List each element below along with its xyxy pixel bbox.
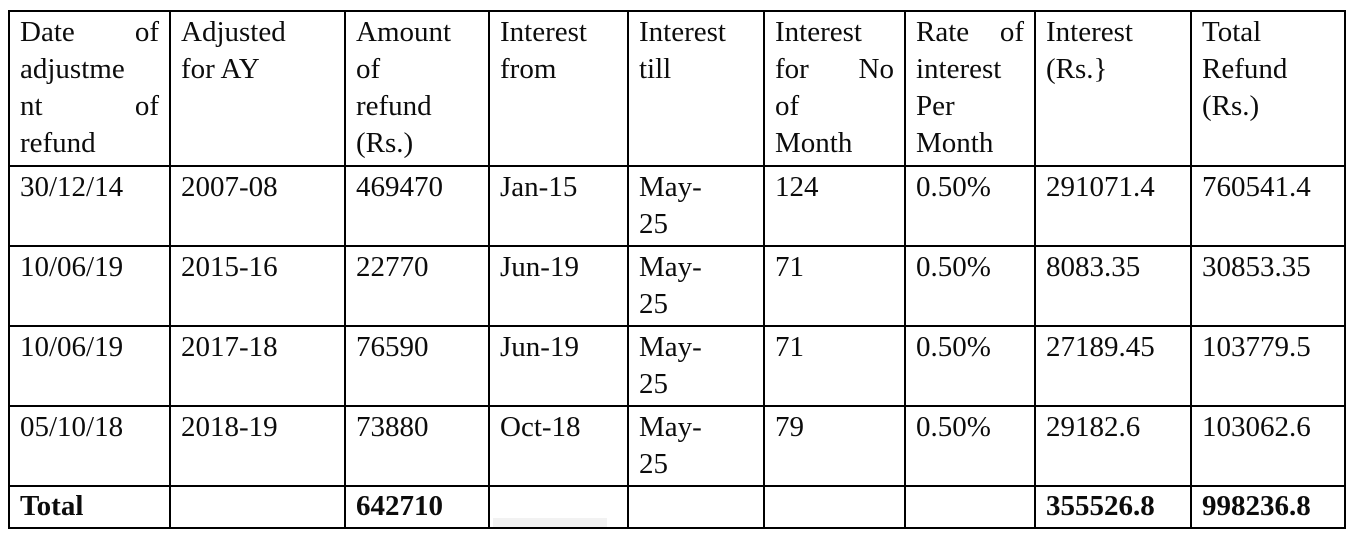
cell-interest-from: Jan-15 [488, 165, 629, 247]
total-refund: 998236.8 [1190, 485, 1346, 529]
scan-artifact-smudge [493, 518, 607, 527]
cell-date: 10/06/19 [8, 245, 171, 327]
header-total-refund: Total Refund (Rs.) [1190, 10, 1346, 167]
header-interest-rs: Interest (Rs.} [1034, 10, 1192, 167]
cell-interest-till: May- 25 [627, 325, 765, 407]
table-row: 10/06/19 2015-16 22770 Jun-19 May- 25 71… [8, 245, 1346, 327]
cell-interest-till: May- 25 [627, 165, 765, 247]
total-ay-empty [169, 485, 346, 529]
cell-date: 30/12/14 [8, 165, 171, 247]
refund-interest-table: Date of adjustme nt of refund Adjusted f… [8, 10, 1346, 529]
header-amount-of-refund: Amount of refund (Rs.) [344, 10, 490, 167]
cell-total-refund: 103779.5 [1190, 325, 1346, 407]
cell-rate: 0.50% [904, 245, 1036, 327]
cell-months: 124 [763, 165, 906, 247]
total-empty [763, 485, 906, 529]
header-interest-for-months: Interest for No of Month [763, 10, 906, 167]
cell-interest: 8083.35 [1034, 245, 1192, 327]
cell-date: 05/10/18 [8, 405, 171, 487]
header-interest-till: Interest till [627, 10, 765, 167]
table-header-row: Date of adjustme nt of refund Adjusted f… [8, 10, 1346, 167]
cell-ay: 2017-18 [169, 325, 346, 407]
cell-interest-till: May- 25 [627, 245, 765, 327]
cell-months: 71 [763, 325, 906, 407]
cell-rate: 0.50% [904, 325, 1036, 407]
header-rate-of-interest: Rate of interest Per Month [904, 10, 1036, 167]
cell-amount: 22770 [344, 245, 490, 327]
table-row: 10/06/19 2017-18 76590 Jun-19 May- 25 71… [8, 325, 1346, 407]
cell-months: 79 [763, 405, 906, 487]
cell-rate: 0.50% [904, 405, 1036, 487]
total-label: Total [8, 485, 171, 529]
total-empty [904, 485, 1036, 529]
cell-interest-till: May- 25 [627, 405, 765, 487]
cell-amount: 73880 [344, 405, 490, 487]
cell-ay: 2007-08 [169, 165, 346, 247]
cell-total-refund: 103062.6 [1190, 405, 1346, 487]
total-empty [627, 485, 765, 529]
cell-amount: 76590 [344, 325, 490, 407]
table-row: 30/12/14 2007-08 469470 Jan-15 May- 25 1… [8, 165, 1346, 247]
cell-ay: 2015-16 [169, 245, 346, 327]
header-date-of-adjustment: Date of adjustme nt of refund [8, 10, 171, 167]
cell-interest-from: Oct-18 [488, 405, 629, 487]
cell-ay: 2018-19 [169, 405, 346, 487]
cell-total-refund: 760541.4 [1190, 165, 1346, 247]
total-interest: 355526.8 [1034, 485, 1192, 529]
cell-interest-from: Jun-19 [488, 325, 629, 407]
cell-interest: 291071.4 [1034, 165, 1192, 247]
cell-total-refund: 30853.35 [1190, 245, 1346, 327]
cell-date: 10/06/19 [8, 325, 171, 407]
table-row: 05/10/18 2018-19 73880 Oct-18 May- 25 79… [8, 405, 1346, 487]
header-interest-from: Interest from [488, 10, 629, 167]
total-amount: 642710 [344, 485, 490, 529]
table-total-row: Total 642710 355526.8 998236.8 [8, 485, 1346, 529]
cell-interest: 27189.45 [1034, 325, 1192, 407]
header-adjusted-for-ay: Adjusted for AY [169, 10, 346, 167]
cell-months: 71 [763, 245, 906, 327]
cell-interest: 29182.6 [1034, 405, 1192, 487]
cell-interest-from: Jun-19 [488, 245, 629, 327]
cell-amount: 469470 [344, 165, 490, 247]
cell-rate: 0.50% [904, 165, 1036, 247]
